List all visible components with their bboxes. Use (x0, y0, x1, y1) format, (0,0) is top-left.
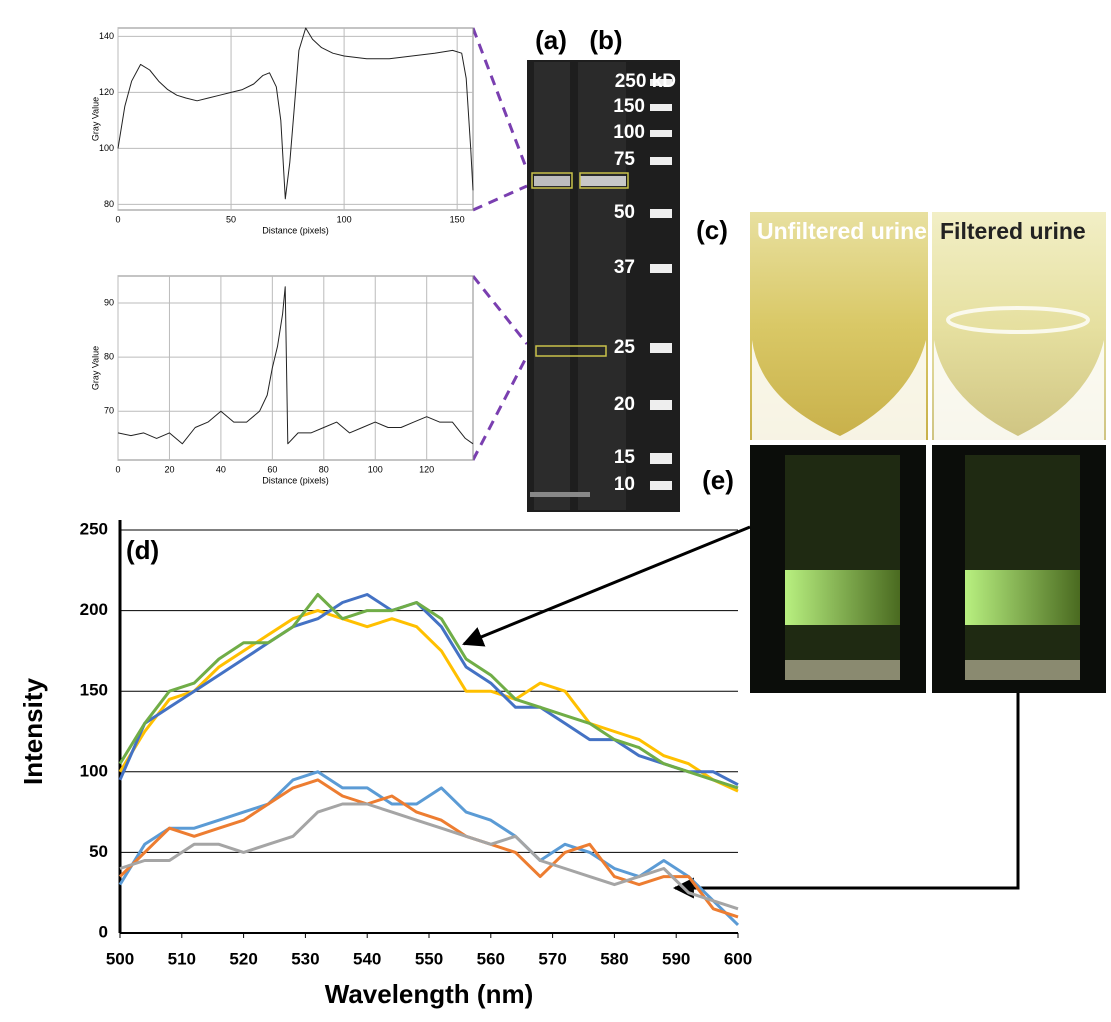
panel-label: (b) (589, 25, 622, 55)
x-tick-label: 590 (662, 949, 690, 968)
marker-label: 75 (614, 149, 636, 170)
x-tick-label: 150 (450, 214, 465, 224)
x-tick-label: 120 (419, 464, 434, 474)
y-axis-label: Gray Value (90, 346, 100, 390)
panel-label: (c) (696, 215, 728, 245)
x-tick-label: 540 (353, 949, 381, 968)
marker-label: 10 (614, 474, 635, 495)
x-tick-label: 520 (229, 949, 257, 968)
x-tick-label: 530 (291, 949, 319, 968)
data-line (120, 595, 738, 785)
x-tick-label: 50 (226, 214, 236, 224)
x-tick-label: 600 (724, 949, 752, 968)
y-axis-label: Gray Value (90, 97, 100, 141)
y-tick-label: 120 (99, 87, 114, 97)
x-tick-label: 20 (164, 464, 174, 474)
x-tick-label: 570 (538, 949, 566, 968)
photo-label: Filtered urine (940, 218, 1086, 244)
x-tick-label: 40 (216, 464, 226, 474)
x-tick-label: 550 (415, 949, 443, 968)
x-tick-label: 100 (368, 464, 383, 474)
arrow (675, 693, 1018, 888)
x-axis-label: Distance (pixels) (262, 475, 329, 485)
tube-photos: (c) Unfiltered urine Filtered urine (696, 212, 1106, 440)
data-line (120, 780, 738, 917)
y-tick-label: 50 (89, 842, 108, 861)
arrow (464, 527, 750, 644)
photo-label: Unfiltered urine (757, 218, 927, 244)
marker-label: 150 (613, 96, 645, 117)
photo-label: Unfiltered urine (757, 218, 927, 244)
panel-label: (d) (126, 535, 159, 565)
x-tick-label: 100 (337, 214, 352, 224)
marker-label: 100 (613, 122, 645, 143)
data-line (120, 772, 738, 925)
y-tick-label: 100 (80, 761, 108, 780)
marker-label: 250 kD (615, 71, 676, 92)
data-line (120, 804, 738, 909)
x-tick-label: 0 (115, 464, 120, 474)
marker-label: 20 (614, 394, 635, 415)
marker-label: 15 (614, 447, 636, 468)
y-tick-label: 100 (99, 143, 114, 153)
y-tick-label: 140 (99, 31, 114, 41)
y-tick-label: 150 (80, 681, 108, 700)
y-tick-label: 70 (104, 406, 114, 416)
cuvette-photos: (e) (702, 445, 1106, 693)
y-tick-label: 0 (99, 922, 108, 941)
plot-frame (118, 276, 473, 460)
marker-label: 37 (614, 257, 635, 278)
x-tick-label: 560 (477, 949, 505, 968)
x-tick-label: 0 (115, 214, 120, 224)
x-tick-label: 510 (168, 949, 196, 968)
x-tick-label: 80 (319, 464, 329, 474)
x-axis-label: Wavelength (nm) (325, 979, 533, 1009)
x-tick-label: 500 (106, 949, 134, 968)
connectors (473, 28, 527, 460)
y-tick-label: 90 (104, 297, 114, 307)
photo-label: Filtered urine (940, 218, 1086, 244)
gel: (a) (b) 250 kD 150 100 75 50 37 25 20 15… (527, 25, 680, 512)
y-tick-label: 200 (80, 600, 108, 619)
y-axis-label: Intensity (18, 678, 48, 785)
x-tick-label: 60 (267, 464, 277, 474)
x-axis-label: Distance (pixels) (262, 225, 329, 235)
y-tick-label: 80 (104, 352, 114, 362)
y-tick-label: 80 (104, 199, 114, 209)
y-tick-label: 250 (80, 519, 108, 538)
figure: (a) (b) 250 kD 150 100 75 50 37 25 20 15… (0, 0, 1111, 1017)
panel-label: (e) (702, 465, 734, 495)
x-tick-label: 580 (600, 949, 628, 968)
marker-label: 25 (614, 337, 636, 358)
data-line (120, 611, 738, 792)
panel-label: (a) (535, 25, 567, 55)
marker-label: 50 (614, 202, 635, 223)
